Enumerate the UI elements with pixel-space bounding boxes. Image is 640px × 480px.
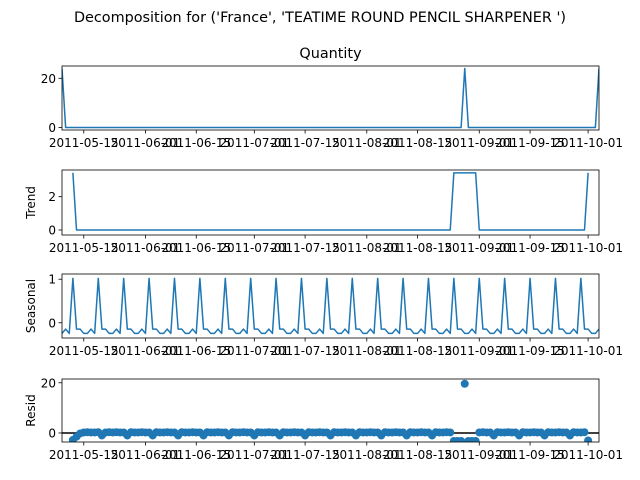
axes-frame [61, 273, 600, 339]
xtick-label: 2011-05-15 [49, 241, 119, 255]
ytick-label: 0 [48, 121, 56, 135]
xtick-label: 2011-06-01 [111, 136, 181, 150]
figure-suptitle: Decomposition for ('France', 'TEATIME RO… [74, 10, 566, 26]
xtick-label: 2011-09-15 [495, 241, 565, 255]
panel-4: Resid0202011-05-152011-06-012011-06-1520… [24, 376, 623, 462]
panel-ylabel: Resid [24, 394, 38, 426]
xtick-label: 2011-08-01 [332, 448, 402, 462]
xtick-label: 2011-06-15 [161, 136, 231, 150]
xtick-label: 2011-08-01 [332, 344, 402, 358]
xtick-label: 2011-08-15 [383, 241, 453, 255]
xtick-label: 2011-06-15 [161, 241, 231, 255]
xtick-label: 2011-07-01 [219, 136, 289, 150]
ytick-label: 1 [48, 273, 56, 287]
ytick-label: 0 [48, 426, 56, 440]
resid-point [460, 379, 469, 388]
xtick-label: 2011-07-01 [219, 241, 289, 255]
ytick-label: 2 [48, 190, 56, 204]
series-line [72, 172, 589, 231]
xtick-label: 2011-10-01 [553, 136, 623, 150]
xtick-label: 2011-07-15 [270, 448, 340, 462]
xtick-label: 2011-09-01 [444, 448, 514, 462]
series-line [62, 67, 599, 129]
xtick-label: 2011-08-01 [332, 241, 402, 255]
xtick-label: 2011-07-15 [270, 344, 340, 358]
xtick-label: 2011-05-15 [49, 344, 119, 358]
xtick-label: 2011-06-01 [111, 344, 181, 358]
xtick-label: 2011-06-15 [161, 344, 231, 358]
panel-1: Quantity 0 20 2011-05-152011-06-012011-06-1… [41, 46, 623, 150]
series-line [62, 277, 599, 335]
plot-area [72, 172, 589, 231]
xtick-label: 2011-06-15 [161, 448, 231, 462]
xtick-label: 2011-07-15 [270, 136, 340, 150]
axes-frame [61, 169, 600, 236]
ytick-label: 0 [48, 224, 56, 238]
xtick-label: 2011-05-15 [49, 448, 119, 462]
xtick-label: 2011-05-15 [49, 136, 119, 150]
panel-2: Trend022011-05-152011-06-012011-06-15201… [24, 169, 623, 255]
xtick-label: 2011-08-15 [383, 448, 453, 462]
ytick-label: 0 [48, 316, 56, 330]
plot-area [62, 277, 599, 335]
xtick-label: 2011-08-15 [383, 344, 453, 358]
xtick-label: 2011-06-01 [111, 448, 181, 462]
panel-ylabel: Seasonal [24, 279, 38, 333]
xtick-label: 2011-09-01 [444, 344, 514, 358]
xtick-label: 2011-06-01 [111, 241, 181, 255]
xtick-label: 2011-10-01 [553, 241, 623, 255]
xtick-label: 2011-09-15 [495, 448, 565, 462]
panel-3: Seasonal 0 1 2011-05-152011-06-012011-06-15… [24, 273, 623, 358]
ytick-label: 20 [41, 72, 56, 86]
xtick-label: 2011-09-15 [495, 136, 565, 150]
xtick-label: 2011-10-01 [553, 344, 623, 358]
ytick-label: 20 [41, 376, 56, 390]
xtick-label: 2011-07-15 [270, 241, 340, 255]
panels: Quantity0202011-05-152011-06-012011-06-1… [24, 46, 623, 462]
resid-point [584, 436, 593, 442]
xtick-label: 2011-09-01 [444, 136, 514, 150]
axes-frame [61, 65, 600, 131]
xtick-label: 2011-09-01 [444, 241, 514, 255]
xtick-label: 2011-08-01 [332, 136, 402, 150]
plot-area [62, 67, 599, 129]
xtick-label: 2011-10-01 [553, 448, 623, 462]
panel-title: Quantity [299, 46, 362, 62]
xtick-label: 2011-08-15 [383, 136, 453, 150]
panel-ylabel: Trend [24, 186, 38, 220]
resid-point [580, 428, 589, 437]
xtick-label: 2011-07-01 [219, 344, 289, 358]
xtick-label: 2011-09-15 [495, 344, 565, 358]
resid-point [457, 436, 466, 442]
plot-area [62, 379, 599, 442]
resid-point [471, 436, 480, 442]
xtick-label: 2011-07-01 [219, 448, 289, 462]
axes-frame [61, 378, 600, 443]
resid-point [446, 428, 455, 437]
